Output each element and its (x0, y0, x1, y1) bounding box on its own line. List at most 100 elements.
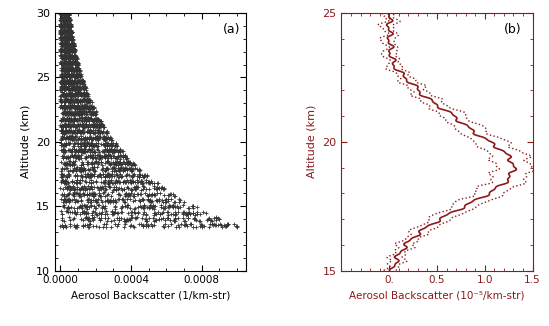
Point (94, 128, 103, 133)
Point (189, 210, 198, 215)
Point (82, 97, 91, 102)
Point (108, 211, 116, 216)
Point (64, 128, 73, 134)
Point (63, 134, 72, 140)
Point (64, 86, 72, 91)
Point (65, 27, 74, 33)
Point (93, 129, 102, 134)
Point (70, 43, 79, 48)
Point (149, 192, 158, 198)
Point (103, 154, 111, 159)
Point (64, 80, 72, 85)
Point (64, 91, 73, 96)
Point (84, 109, 93, 114)
Point (57, 134, 66, 139)
Point (92, 205, 100, 210)
Point (198, 210, 207, 215)
Point (60, 68, 69, 73)
Point (97, 186, 105, 191)
Point (58, 123, 67, 128)
Point (72, 68, 81, 73)
Point (98, 185, 107, 190)
Point (183, 211, 192, 216)
Point (96, 218, 104, 223)
Point (63, 47, 71, 52)
Point (125, 224, 134, 229)
Point (171, 193, 180, 198)
Point (60, 22, 69, 27)
Point (71, 167, 80, 172)
Point (71, 61, 80, 67)
Point (60, 61, 69, 66)
Point (133, 192, 142, 197)
Point (66, 47, 75, 52)
Point (99, 124, 108, 129)
Point (58, 173, 66, 178)
Point (72, 222, 81, 227)
Point (59, 92, 68, 97)
Point (61, 29, 70, 34)
Point (63, 9, 72, 14)
Point (74, 61, 82, 66)
Point (64, 72, 72, 77)
Point (98, 186, 107, 191)
Point (61, 36, 70, 41)
Point (104, 159, 113, 164)
Point (61, 84, 70, 89)
Point (64, 67, 73, 72)
Point (71, 165, 80, 170)
Point (59, 46, 68, 52)
Point (107, 172, 115, 177)
Point (136, 199, 144, 204)
Point (66, 105, 75, 110)
Point (60, 79, 69, 84)
Point (76, 110, 85, 115)
Point (85, 104, 93, 109)
Point (102, 137, 110, 142)
Point (85, 129, 94, 134)
Point (150, 206, 159, 211)
Point (64, 42, 72, 48)
Point (59, 10, 68, 16)
Point (94, 162, 103, 167)
Point (64, 123, 72, 128)
Point (79, 130, 87, 136)
Point (61, 81, 70, 86)
Point (107, 198, 115, 203)
Point (65, 68, 74, 74)
Point (57, 19, 65, 24)
Point (69, 161, 77, 166)
Point (75, 128, 84, 133)
Point (58, 131, 66, 136)
Point (146, 222, 155, 227)
Point (85, 196, 93, 201)
Point (111, 184, 120, 189)
Point (116, 161, 125, 166)
Point (60, 79, 69, 84)
Point (67, 116, 76, 121)
Point (81, 215, 89, 220)
Point (105, 161, 114, 166)
Point (61, 155, 70, 160)
Point (69, 100, 78, 105)
Point (61, 10, 70, 15)
Point (66, 162, 75, 167)
Point (63, 12, 72, 17)
Point (75, 203, 84, 208)
Point (61, 117, 70, 122)
Point (66, 22, 75, 28)
Point (130, 184, 138, 189)
Point (70, 106, 79, 111)
Point (91, 135, 100, 141)
Point (67, 118, 76, 123)
Point (64, 10, 72, 15)
Point (79, 190, 87, 195)
Point (80, 92, 89, 97)
Point (67, 67, 76, 73)
Point (62, 81, 71, 86)
Point (68, 42, 77, 47)
Point (109, 181, 118, 186)
Point (69, 129, 77, 134)
Point (67, 48, 76, 53)
Point (68, 92, 77, 97)
